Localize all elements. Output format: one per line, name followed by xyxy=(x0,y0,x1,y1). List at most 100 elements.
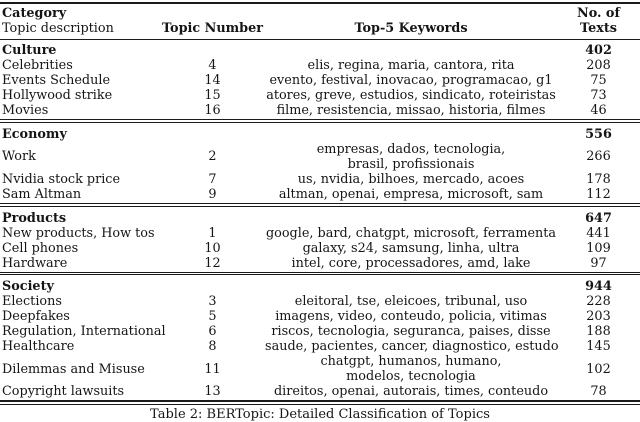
table-row: Deepfakes 5 imagens, video, conteudo, poli… xyxy=(0,309,640,324)
section-empty-cell xyxy=(265,40,557,59)
section-empty-cell xyxy=(160,124,265,142)
section-empty-cell xyxy=(265,208,557,226)
topic-keywords: filme, resistencia, missao, historia, fi… xyxy=(265,103,557,118)
topic-description: Hollywood strike xyxy=(2,88,113,103)
table-row: Hardware 12 intel, core, processadores, am… xyxy=(0,256,640,271)
topic-keywords: riscos, tecnologia, seguranca, paises, d… xyxy=(265,324,557,339)
topic-number: 16 xyxy=(204,103,221,118)
text-count: 75 xyxy=(590,73,607,88)
header-category: Category Topic description xyxy=(0,4,160,40)
section-empty-cell xyxy=(160,276,265,294)
topic-number: 5 xyxy=(208,309,217,325)
header-topic-description-line2: Topic description xyxy=(2,21,114,36)
topic-keywords: galaxy, s24, samsung, linha, ultra xyxy=(265,241,557,256)
topic-keywords: imagens, video, conteudo, policia, vitim… xyxy=(265,309,557,324)
section-empty-cell xyxy=(265,124,557,142)
keywords-line: eleitoral, tse, eleicoes, tribunal, uso xyxy=(294,294,528,310)
topic-description: Hardware xyxy=(2,255,68,271)
table-row: Regulation, International 6 riscos, tecnol… xyxy=(0,324,640,339)
topic-number: 8 xyxy=(208,339,217,355)
table-row: Dilemmas and Misuse 11 chatgpt, humanos, h… xyxy=(0,354,640,384)
topic-number: 6 xyxy=(208,324,217,340)
header-no-of-texts: No. of Texts xyxy=(557,4,640,40)
section-empty-cell xyxy=(160,208,265,226)
text-count: 73 xyxy=(590,88,607,103)
keywords-line: elis, regina, maria, cantora, rita xyxy=(307,58,515,73)
topic-keywords: direitos, openai, autorais, times, conte… xyxy=(265,384,557,399)
keywords-line: google, bard, chatgpt, microsoft, ferram… xyxy=(265,225,557,241)
table-bottom-rule xyxy=(0,400,640,406)
topic-number: 14 xyxy=(204,73,221,88)
topic-keywords: google, bard, chatgpt, microsoft, ferram… xyxy=(265,226,557,241)
topic-description: Dilemmas and Misuse xyxy=(2,361,145,377)
topic-description: New products, How tos xyxy=(2,225,155,241)
topic-number: 2 xyxy=(208,149,217,165)
keywords-line: us, nvidia, bilhoes, mercado, acoes xyxy=(297,171,525,187)
header-category-line1: Category xyxy=(2,6,67,21)
topic-description: Work xyxy=(2,149,36,165)
header-topic-number: Topic Number xyxy=(160,4,265,40)
text-count: 97 xyxy=(590,255,607,271)
table-row: Nvidia stock price 7 us, nvidia, bilhoes, … xyxy=(0,172,640,187)
topic-number: 3 xyxy=(208,294,217,310)
topic-keywords: altman, openai, empresa, microsoft, sam xyxy=(265,187,557,202)
text-count: 109 xyxy=(586,240,611,256)
text-count: 46 xyxy=(590,103,607,118)
keywords-line: altman, openai, empresa, microsoft, sam xyxy=(278,186,544,202)
section-divider-rule xyxy=(0,119,640,123)
text-count: 78 xyxy=(590,384,607,400)
topic-keywords: saude, pacientes, cancer, diagnostico, e… xyxy=(265,339,559,354)
keywords-line: chatgpt, humanos, humano, xyxy=(320,354,502,370)
keywords-line: modelos, tecnologia xyxy=(346,369,476,385)
table-row: Elections 3 eleitoral, tse, eleicoes, trib… xyxy=(0,294,640,309)
keywords-line: atores, greve, estudios, sindicato, rote… xyxy=(266,88,556,103)
topic-number: 15 xyxy=(204,88,221,103)
topic-description: Regulation, International xyxy=(2,324,166,340)
keywords-line: empresas, dados, tecnologia, xyxy=(316,141,506,157)
table-row: Sam Altman 9 altman, openai, empresa, micr… xyxy=(0,187,640,202)
section-header-row: Products 647 xyxy=(0,208,640,226)
topic-description: Deepfakes xyxy=(2,309,70,325)
table-header-row: Category Topic description Topic Number … xyxy=(0,4,640,40)
topic-description: Cell phones xyxy=(2,240,79,256)
table-row: New products, How tos 1 google, bard, chat… xyxy=(0,226,640,241)
text-count: 228 xyxy=(586,294,611,310)
section-empty-cell xyxy=(265,276,557,294)
table-row: Copyright lawsuits 13 direitos, openai, au… xyxy=(0,384,640,399)
topic-number: 9 xyxy=(208,186,217,202)
table-body: Culture 402 Celebrities 4 elis, regina, mari… xyxy=(0,40,640,399)
topic-keywords: evento, festival, inovacao, programacao,… xyxy=(265,73,557,88)
topic-description: Events Schedule xyxy=(2,73,111,88)
text-count: 208 xyxy=(586,58,611,73)
table-top-rule xyxy=(0,2,640,4)
section-category: Products xyxy=(2,210,67,226)
table-row: Events Schedule 14 evento, festival, inova… xyxy=(0,73,640,88)
topic-number: 4 xyxy=(208,58,217,73)
table-row: Celebrities 4 elis, regina, maria, cantora… xyxy=(0,58,640,73)
section-header-row: Economy 556 xyxy=(0,124,640,142)
text-count: 203 xyxy=(586,309,611,325)
keywords-line: galaxy, s24, samsung, linha, ultra xyxy=(302,240,520,256)
section-divider-rule xyxy=(0,202,640,207)
text-count: 102 xyxy=(586,361,611,377)
text-count: 441 xyxy=(586,225,611,241)
keywords-line: filme, resistencia, missao, historia, fi… xyxy=(276,103,546,118)
text-count: 112 xyxy=(586,186,611,202)
keywords-line: brasil, profissionais xyxy=(347,156,475,172)
table-row: Work 2 empresas, dados, tecnologia, brasil,… xyxy=(0,142,640,172)
section-category: Economy xyxy=(2,126,67,142)
topic-number: 10 xyxy=(204,240,221,256)
section-separator-row xyxy=(0,271,640,277)
topic-keywords: us, nvidia, bilhoes, mercado, acoes xyxy=(265,172,557,187)
topic-number: 1 xyxy=(208,225,217,241)
topics-table: Category Topic description Topic Number … xyxy=(0,4,640,399)
topic-description: Nvidia stock price xyxy=(2,171,121,187)
section-empty-cell xyxy=(160,40,265,59)
section-category: Society xyxy=(2,279,54,295)
section-total: 647 xyxy=(585,210,612,226)
table-row: Cell phones 10 galaxy, s24, samsung, linha… xyxy=(0,241,640,256)
keywords-line: intel, core, processadores, amd, lake xyxy=(291,255,531,271)
section-total: 402 xyxy=(585,43,612,58)
text-count: 188 xyxy=(586,324,611,340)
